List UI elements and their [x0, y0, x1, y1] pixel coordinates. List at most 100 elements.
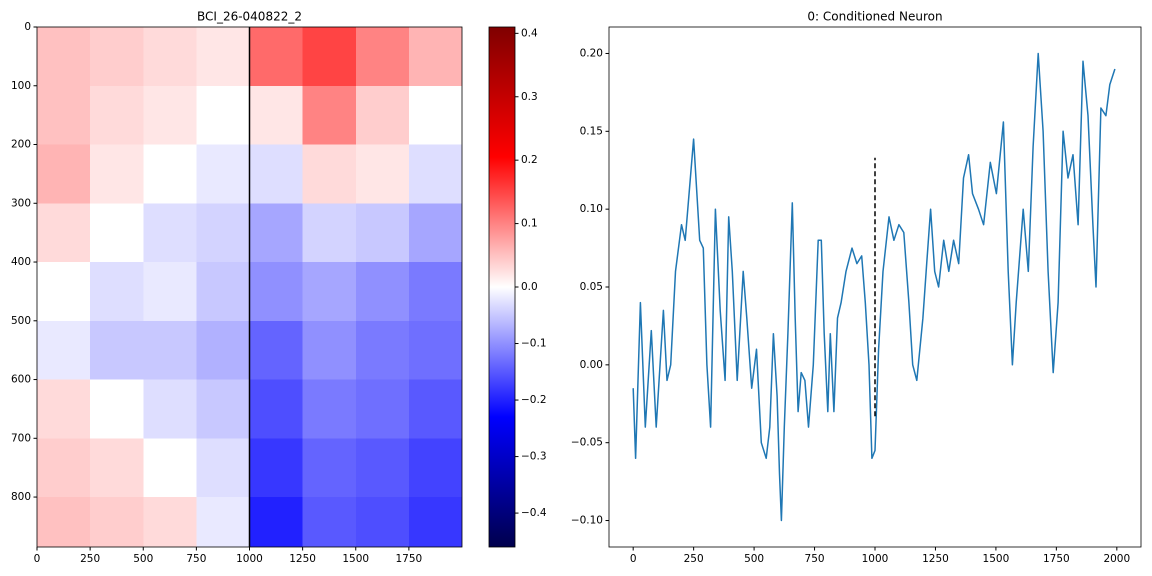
y-tick-label: 800: [11, 491, 31, 503]
colorbar-tick-label: 0.1: [521, 218, 538, 230]
y-tick-label: 0: [24, 21, 31, 33]
heatmap-cell: [249, 320, 303, 380]
x-tick-label: 1000: [236, 553, 263, 565]
colorbar-tick-label: −0.2: [521, 394, 547, 406]
heatmap-cell: [408, 85, 462, 145]
heatmap-cell: [249, 144, 303, 204]
heatmap-cell: [355, 497, 409, 547]
heatmap-cell: [408, 203, 462, 263]
y-tick-label: 600: [11, 374, 31, 386]
y-tick-label: 200: [11, 139, 31, 151]
heatmap-cell: [355, 262, 409, 321]
heatmap-cell: [90, 379, 144, 439]
heatmap-cell: [196, 438, 250, 498]
heatmap-cell: [143, 379, 197, 439]
x-tick-label: 500: [744, 553, 764, 565]
x-tick-label: 500: [133, 553, 153, 565]
colorbar-tick-label: 0.2: [521, 154, 538, 166]
heatmap-cell: [37, 379, 91, 439]
heatmap-cell: [408, 438, 462, 498]
y-tick-label: 0.10: [580, 203, 603, 215]
x-tick-label: 2000: [1103, 553, 1130, 565]
x-tick-label: 0: [630, 553, 637, 565]
heatmap-cell: [249, 438, 303, 498]
x-tick-label: 1500: [983, 553, 1010, 565]
heatmap-cell: [37, 438, 91, 498]
heatmap-cell: [302, 144, 356, 204]
heatmap-cell: [355, 438, 409, 498]
x-tick-label: 1250: [289, 553, 316, 565]
heatmap-cell: [143, 497, 197, 547]
axes-frame: [608, 26, 1142, 548]
heatmap-cell: [355, 85, 409, 145]
heatmap-cell: [302, 438, 356, 498]
heatmap-cell: [249, 379, 303, 439]
heatmap-cell: [37, 85, 91, 145]
heatmap-cell: [196, 497, 250, 547]
x-tick-label: 1000: [862, 553, 889, 565]
heatmap-cell: [302, 27, 356, 86]
heatmap-cell: [143, 27, 197, 86]
heatmap-cell: [355, 379, 409, 439]
heatmap-cell: [37, 320, 91, 380]
heatmap-cell: [37, 144, 91, 204]
heatmap-cell: [37, 203, 91, 263]
colorbar-tick-label: −0.3: [521, 451, 547, 463]
y-tick-label: 0.00: [580, 359, 603, 371]
y-tick-label: 300: [11, 197, 31, 209]
heatmap-cell: [143, 320, 197, 380]
heatmap-cell: [408, 320, 462, 380]
y-tick-label: 0.05: [580, 281, 603, 293]
heatmap-cell: [37, 262, 91, 321]
colorbar-tick-label: 0.4: [521, 27, 538, 39]
heatmap-cell: [302, 262, 356, 321]
heatmap-cell: [90, 497, 144, 547]
heatmap-cell: [90, 320, 144, 380]
heatmap-cell: [249, 203, 303, 263]
heatmap-cell: [355, 320, 409, 380]
chart-title: BCI_26-040822_2: [197, 10, 302, 24]
heatmap-cell: [355, 27, 409, 86]
colorbar-tick-label: −0.4: [521, 507, 547, 519]
heatmap-cell: [249, 27, 303, 86]
heatmap-cell: [302, 320, 356, 380]
heatmap-cell: [196, 27, 250, 86]
chart-title: 0: Conditioned Neuron: [807, 10, 942, 24]
heatmap-cell: [196, 85, 250, 145]
heatmap-cell: [196, 262, 250, 321]
heatmap-cell: [196, 144, 250, 204]
y-tick-label: 400: [11, 256, 31, 268]
heatmap-cell: [90, 203, 144, 263]
x-tick-label: 250: [80, 553, 100, 565]
heatmap-cell: [90, 262, 144, 321]
heatmap-cell: [408, 262, 462, 321]
heatmap-cell: [408, 497, 462, 547]
y-tick-label: 0.20: [580, 47, 603, 59]
y-tick-label: −0.05: [571, 437, 603, 449]
heatmap-cells: [37, 27, 462, 547]
heatmap-cell: [408, 27, 462, 86]
heatmap-cell: [143, 144, 197, 204]
heatmap-cell: [302, 203, 356, 263]
heatmap-cell: [90, 85, 144, 145]
y-tick-label: 100: [11, 80, 31, 92]
colorbar-tick-label: 0.3: [521, 91, 538, 103]
heatmap-cell: [355, 203, 409, 263]
y-tick-label: 700: [11, 432, 31, 444]
heatmap-cell: [302, 379, 356, 439]
heatmap-cell: [143, 262, 197, 321]
heatmap-cell: [90, 438, 144, 498]
colorbar-tick-label: 0.0: [521, 281, 538, 293]
x-tick-label: 750: [805, 553, 825, 565]
heatmap-cell: [143, 85, 197, 145]
heatmap-cell: [408, 379, 462, 439]
heatmap-cell: [249, 262, 303, 321]
heatmap-cell: [355, 144, 409, 204]
heatmap-cell: [196, 379, 250, 439]
y-tick-label: 500: [11, 315, 31, 327]
heatmap-cell: [90, 144, 144, 204]
x-tick-label: 1750: [396, 553, 423, 565]
x-tick-label: 1500: [342, 553, 369, 565]
heatmap-cell: [302, 85, 356, 145]
